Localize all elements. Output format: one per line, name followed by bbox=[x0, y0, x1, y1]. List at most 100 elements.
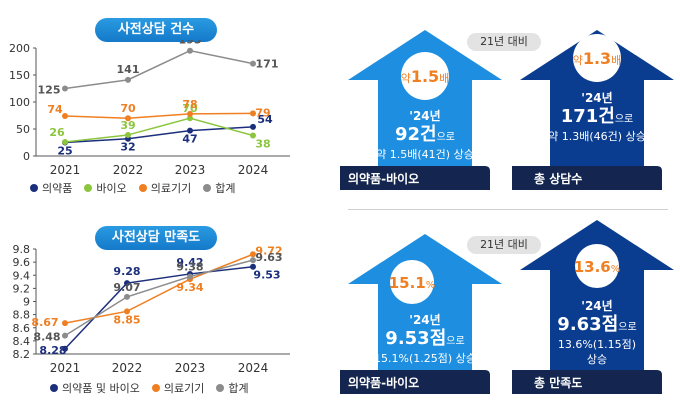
data-point bbox=[250, 110, 256, 117]
data-point bbox=[125, 131, 131, 138]
banner bbox=[340, 370, 490, 394]
banner-label: 의약품-바이오 bbox=[348, 375, 419, 390]
data-label: 54 bbox=[257, 113, 273, 126]
data-label: 9.42 bbox=[176, 256, 203, 269]
x-tick-label: 2021 bbox=[50, 361, 81, 375]
year-label: '24년 bbox=[409, 109, 440, 123]
data-point bbox=[187, 273, 193, 280]
y-tick-label: 0 bbox=[23, 150, 30, 163]
data-point bbox=[62, 332, 68, 339]
badge-text: 13.6% bbox=[574, 258, 621, 276]
data-label: 9.63 bbox=[255, 251, 282, 264]
data-label: 78 bbox=[182, 98, 197, 111]
data-point bbox=[125, 76, 131, 83]
arrow-shape-dark bbox=[520, 30, 674, 188]
data-label: 70 bbox=[120, 102, 136, 115]
badge-text: 15.1% bbox=[389, 274, 436, 292]
legend-label: 의료기기 bbox=[163, 382, 205, 395]
chart1-plot: 0 50 100 150 200 2021 2022 2023 2024 25 32 47 54 26 39… bbox=[9, 40, 290, 177]
banner-label: 총 상담수 bbox=[534, 171, 582, 186]
series-line bbox=[64, 117, 254, 143]
data-label: 26 bbox=[49, 126, 65, 139]
legend-marker bbox=[30, 184, 38, 192]
data-label: 8.85 bbox=[113, 313, 140, 326]
arrow-shape-light bbox=[348, 30, 502, 188]
data-label: 70 bbox=[182, 102, 198, 115]
data-label: 8.48 bbox=[33, 331, 60, 344]
data-point bbox=[187, 110, 193, 117]
data-point bbox=[250, 251, 256, 258]
value-label: 9.63점으로 bbox=[557, 314, 636, 335]
x-tick-label: 2024 bbox=[238, 163, 269, 177]
legend-label: 의료기기 bbox=[150, 182, 192, 195]
arrow-shape-light bbox=[348, 234, 502, 392]
arrow-total-satisfaction: 13.6% '24년 9.63점으로 13.6%(1.15점) 상승 총 만족도 bbox=[512, 220, 674, 394]
arrow-medicine-bio-satisfaction: 15.1% '24년 9.53점으로 15.1%(1.25점) 상승 의약품-바… bbox=[340, 234, 502, 394]
data-point bbox=[62, 113, 68, 120]
data-point bbox=[187, 47, 193, 54]
data-label: 9.38 bbox=[176, 261, 203, 274]
y-tick-label: 9 bbox=[23, 296, 30, 309]
legend-marker bbox=[203, 184, 212, 192]
legend-marker bbox=[84, 184, 93, 192]
legend-marker bbox=[151, 384, 160, 392]
data-point bbox=[187, 127, 193, 134]
data-point bbox=[250, 257, 256, 264]
section-divider bbox=[348, 209, 668, 210]
legend-marker bbox=[216, 384, 225, 392]
series-line bbox=[64, 259, 254, 337]
legend-label: 바이오 bbox=[96, 182, 127, 195]
data-label: 125 bbox=[38, 84, 61, 97]
year-label: '24년 bbox=[581, 299, 612, 313]
data-point bbox=[62, 85, 68, 92]
x-tick-label: 2024 bbox=[238, 361, 269, 375]
data-label: 79 bbox=[255, 106, 270, 119]
detail-label: 15.1%(1.25점) 상승 bbox=[374, 352, 476, 365]
y-tick-label: 9.4 bbox=[13, 269, 31, 282]
banner-label: 총 만족도 bbox=[534, 375, 582, 390]
data-point bbox=[125, 115, 131, 122]
y-tick-label: 9.6 bbox=[13, 256, 31, 269]
series-line bbox=[64, 253, 254, 324]
data-label: 141 bbox=[117, 63, 140, 76]
data-label: 9.53 bbox=[253, 269, 280, 282]
legend-label: 합계 bbox=[215, 182, 236, 195]
y-tick-label: 50 bbox=[16, 123, 30, 136]
detail-label: 약 1.3배(46건) 상승 bbox=[548, 129, 646, 143]
x-tick-label: 2021 bbox=[50, 163, 81, 177]
badge-circle bbox=[401, 52, 449, 100]
series-line bbox=[64, 265, 254, 350]
banner bbox=[512, 166, 662, 190]
badge-circle bbox=[573, 34, 621, 82]
year-label: '24년 bbox=[581, 91, 612, 105]
legend-marker bbox=[138, 184, 147, 192]
badge-text: 약1.5배 bbox=[401, 67, 450, 86]
data-point bbox=[250, 123, 256, 130]
data-label: 8.28 bbox=[39, 344, 66, 357]
data-label: 47 bbox=[182, 133, 197, 146]
chart2-title: 사전상담 만족도 bbox=[95, 226, 217, 250]
data-label: 195 bbox=[179, 40, 202, 47]
series-line bbox=[64, 126, 254, 144]
value-label: 92건으로 bbox=[395, 124, 455, 145]
detail-label: 13.6%(1.15점) bbox=[558, 338, 636, 351]
chart2-plot: 8.28.48.68.899.29.49.69.8 2021 2022 2023 202… bbox=[13, 243, 290, 375]
legend-marker bbox=[50, 384, 58, 392]
detail-label-2: 상승 bbox=[587, 353, 607, 366]
legend-label: 의약품 bbox=[42, 182, 73, 195]
chart2-legend: 의약품 및 바이오 의료기기 합계 bbox=[50, 380, 257, 396]
x-tick-label: 2022 bbox=[112, 361, 143, 375]
data-point bbox=[250, 132, 256, 139]
y-tick-label: 9.2 bbox=[13, 282, 31, 295]
x-tick-label: 2023 bbox=[175, 163, 206, 177]
data-label: 39 bbox=[120, 119, 135, 132]
y-tick-label: 8.4 bbox=[13, 335, 31, 348]
chart1-legend: 의약품 바이오 의료기기 합계 bbox=[30, 180, 243, 196]
year-label: '24년 bbox=[409, 313, 440, 327]
arrow-shape-dark bbox=[520, 220, 674, 392]
data-label: 9.28 bbox=[113, 265, 140, 278]
y-tick-label: 150 bbox=[9, 69, 30, 82]
y-tick-label: 8.8 bbox=[13, 309, 31, 322]
legend-label: 의약품 및 바이오 bbox=[62, 382, 140, 395]
y-tick-label: 8.6 bbox=[13, 322, 31, 335]
